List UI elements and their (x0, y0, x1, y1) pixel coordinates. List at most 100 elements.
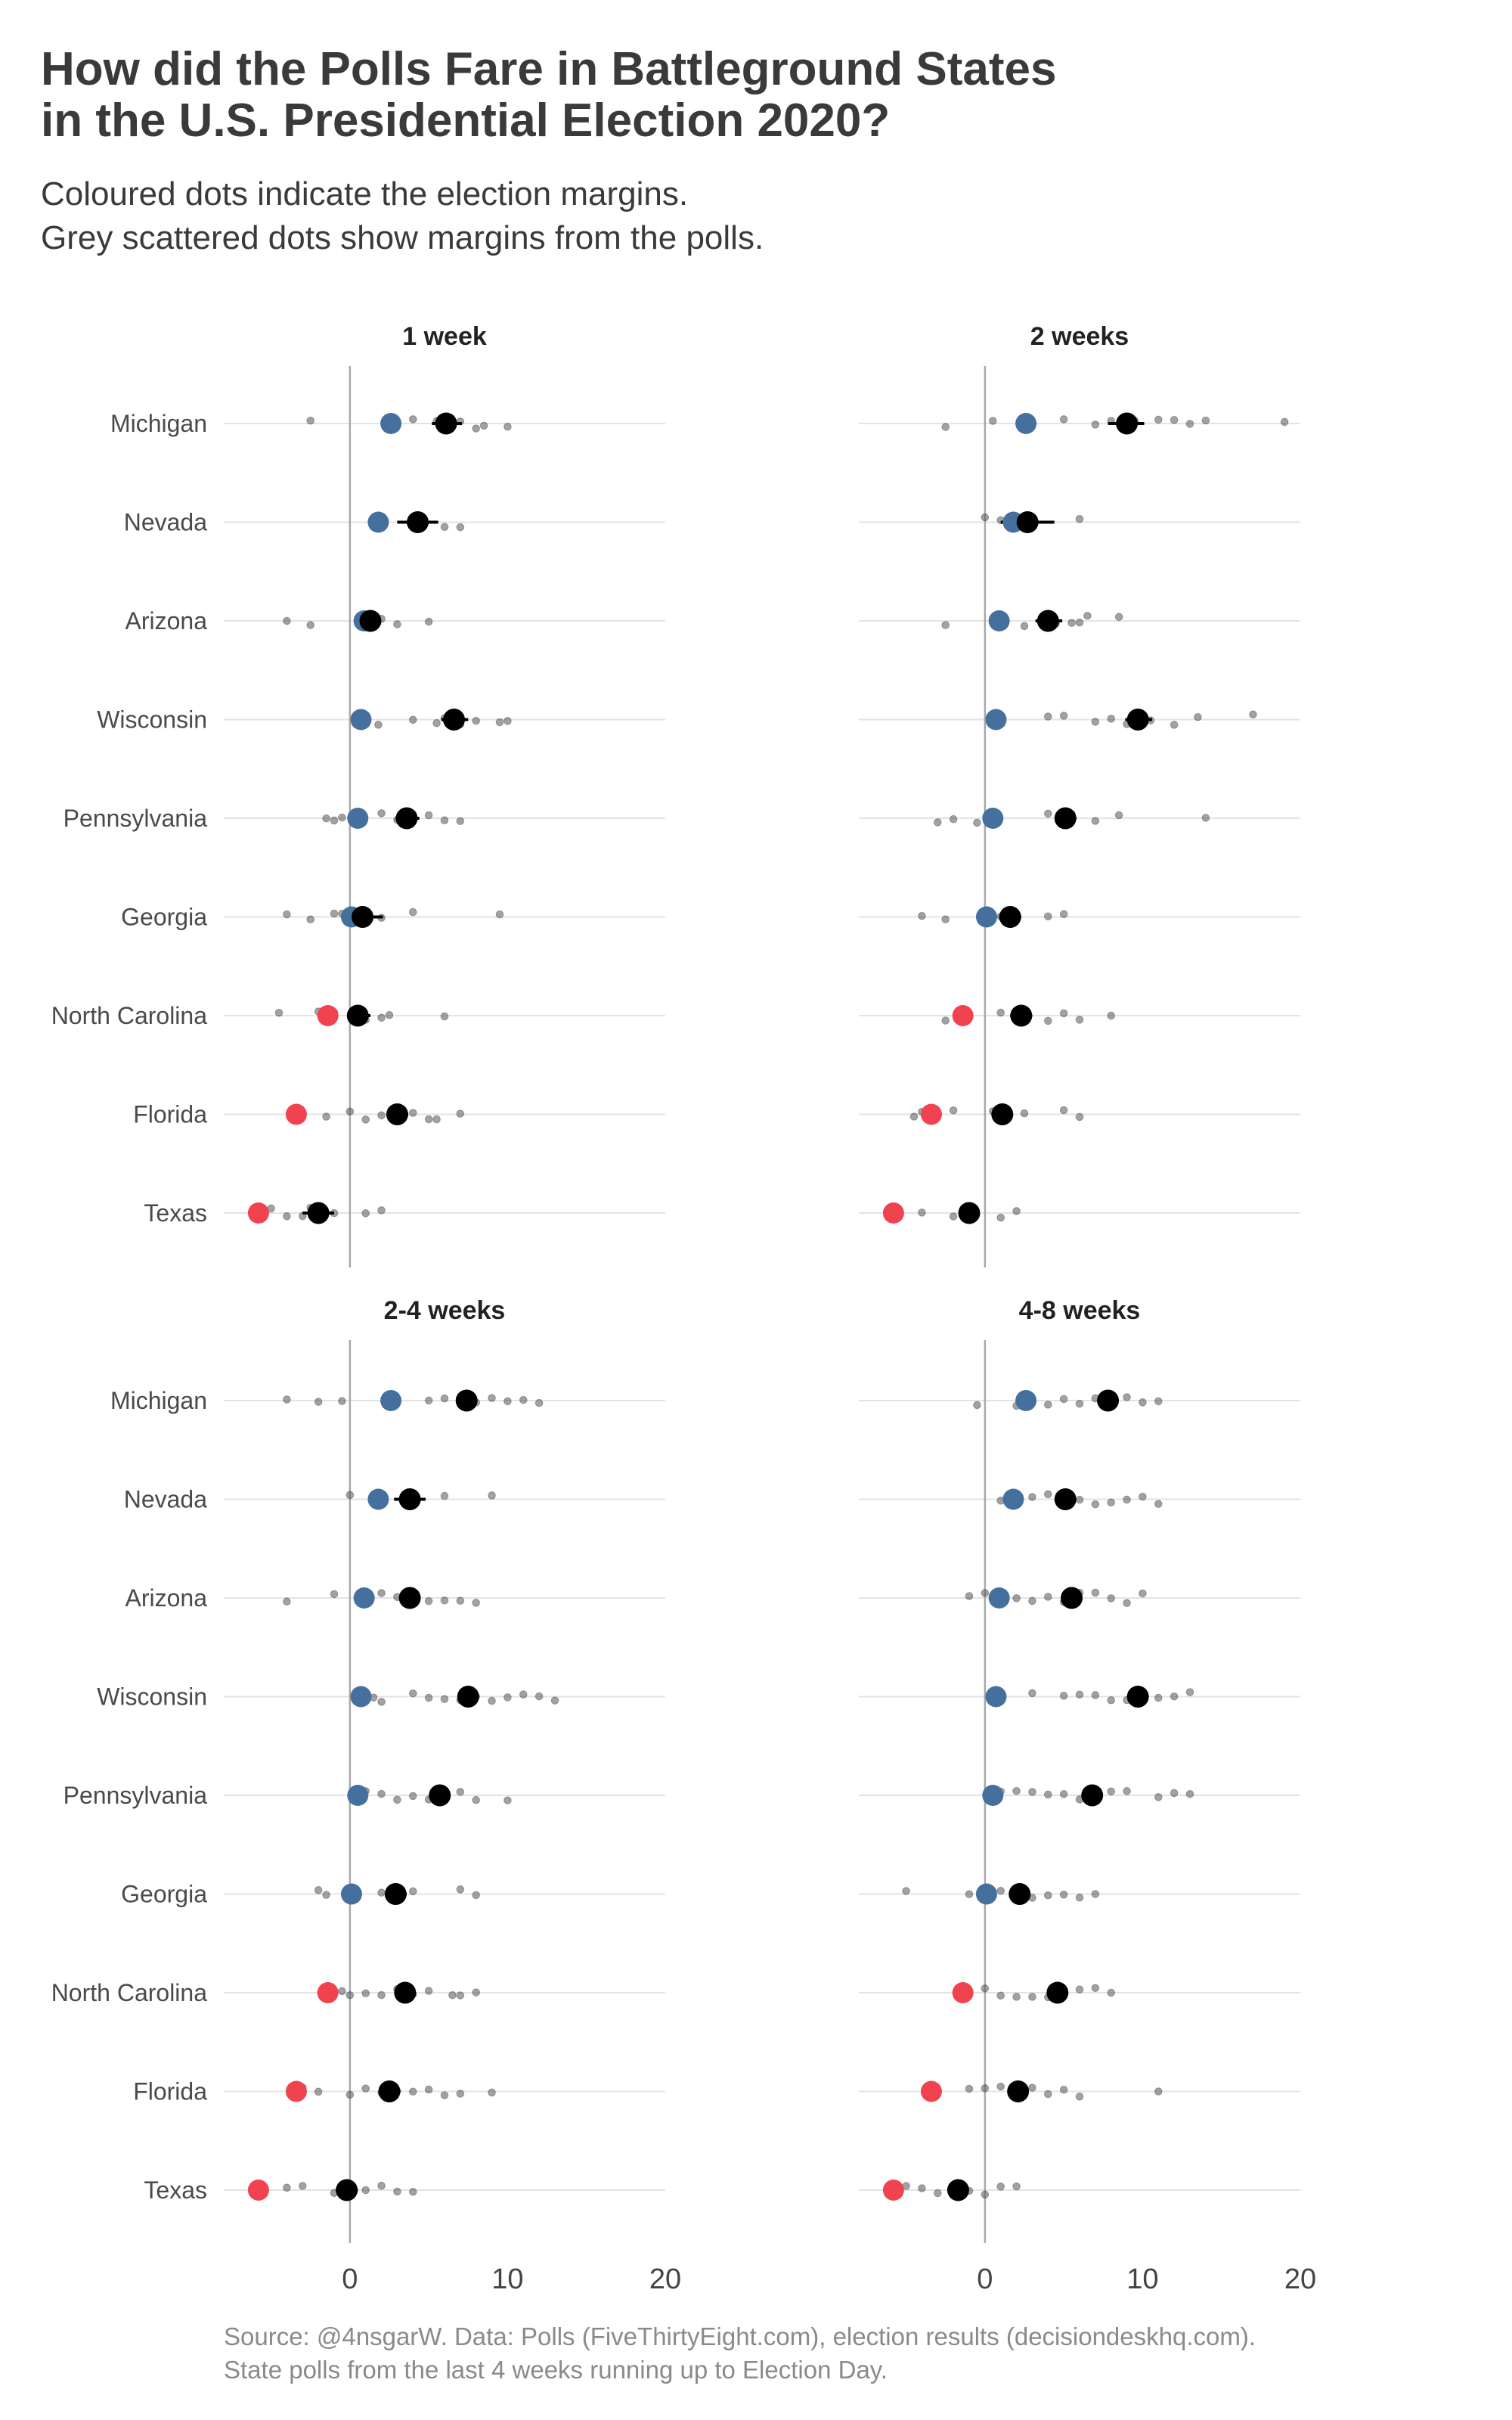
poll-point-florida-4-8-weeks (965, 2084, 974, 2093)
poll-point-pennsylvania-2-weeks (1091, 817, 1100, 825)
poll-point-florida-4-8-weeks (1028, 2083, 1036, 2092)
poll-point-texas-2-weeks (949, 1212, 958, 1221)
poll-avg-point-georgia-4-8-weeks (1009, 1883, 1031, 1905)
result-point-texas-1-week (247, 1202, 269, 1224)
poll-point-texas-2-weeks (918, 1208, 926, 1217)
poll-avg-point-north-carolina-1-week (346, 1004, 369, 1027)
poll-point-pennsylvania-2-4-weeks (393, 1795, 401, 1804)
state-label-pennsylvania-1-week: Pennsylvania (64, 805, 208, 832)
poll-point-texas-2-4-weeks (377, 2181, 386, 2190)
poll-avg-point-north-carolina-2-weeks (1010, 1004, 1033, 1027)
poll-point-georgia-4-8-weeks (1091, 1890, 1100, 1898)
poll-point-florida-1-week (456, 1109, 465, 1118)
poll-point-georgia-1-week (495, 910, 504, 919)
poll-point-wisconsin-1-week (503, 717, 512, 725)
result-point-wisconsin-1-week (350, 709, 372, 731)
poll-point-florida-4-8-weeks (1059, 2085, 1068, 2094)
poll-point-wisconsin-1-week (432, 718, 441, 728)
poll-point-michigan-2-weeks (1201, 416, 1210, 425)
poll-point-wisconsin-2-weeks (1194, 712, 1202, 721)
poll-point-florida-1-week (432, 1115, 441, 1124)
poll-point-michigan-2-4-weeks (440, 1394, 449, 1403)
poll-avg-point-arizona-2-4-weeks (398, 1587, 421, 1609)
poll-point-michigan-4-8-weeks (1059, 1395, 1068, 1404)
poll-point-michigan-2-weeks (1091, 420, 1100, 429)
state-label-michigan-1-week: Michigan (110, 410, 207, 437)
poll-point-michigan-2-weeks (1185, 420, 1194, 428)
poll-point-georgia-2-4-weeks (322, 1891, 330, 1899)
poll-point-texas-1-week (283, 1212, 291, 1221)
poll-point-wisconsin-2-4-weeks (440, 1695, 449, 1703)
poll-point-north-carolina-4-8-weeks (981, 1984, 990, 1993)
x-tick-label-0-4-8-weeks: 0 (977, 2263, 993, 2295)
poll-point-wisconsin-2-4-weeks (488, 1696, 496, 1705)
poll-point-wisconsin-2-4-weeks (550, 1696, 559, 1705)
result-point-arizona-2-weeks (988, 610, 1010, 631)
poll-avg-point-north-carolina-4-8-weeks (1046, 1981, 1069, 2004)
poll-point-north-carolina-1-week (440, 1012, 449, 1021)
poll-avg-point-nevada-4-8-weeks (1054, 1488, 1077, 1510)
poll-point-florida-2-4-weeks (488, 2088, 496, 2097)
poll-point-north-carolina-2-4-weeks (338, 1987, 346, 1996)
poll-point-north-carolina-2-weeks (941, 1016, 950, 1025)
poll-point-wisconsin-2-weeks (1249, 710, 1257, 719)
poll-point-arizona-2-weeks (1114, 613, 1123, 622)
poll-point-texas-1-week (377, 1206, 386, 1215)
poll-point-nevada-4-8-weeks (1028, 1493, 1036, 1501)
poll-point-arizona-2-weeks (1075, 618, 1084, 627)
poll-point-georgia-2-4-weeks (456, 1885, 465, 1894)
poll-point-nevada-2-weeks (981, 513, 990, 522)
poll-point-florida-4-8-weeks (981, 2084, 990, 2093)
poll-point-florida-4-8-weeks (996, 2082, 1005, 2091)
poll-point-pennsylvania-2-weeks (949, 814, 958, 824)
poll-point-florida-2-weeks (1020, 1109, 1029, 1118)
poll-point-texas-4-8-weeks (933, 2189, 942, 2198)
poll-point-florida-1-week (377, 1111, 386, 1120)
poll-point-arizona-4-8-weeks (1043, 1593, 1052, 1601)
poll-point-north-carolina-1-week (274, 1009, 284, 1017)
poll-point-florida-2-4-weeks (361, 2084, 370, 2093)
poll-point-pennsylvania-4-8-weeks (1028, 1788, 1036, 1796)
poll-point-michigan-2-4-weeks (534, 1398, 544, 1407)
poll-point-georgia-1-week (330, 909, 339, 918)
poll-avg-point-texas-2-4-weeks (336, 2179, 358, 2201)
x-tick-label-20-2-4-weeks: 20 (649, 2263, 681, 2295)
poll-avg-point-wisconsin-2-4-weeks (457, 1686, 479, 1708)
panel-title-2-4-weeks: 2-4 weeks (384, 1296, 506, 1325)
poll-point-wisconsin-2-weeks (1170, 721, 1179, 729)
poll-point-florida-1-week (322, 1112, 330, 1121)
x-tick-label-0-2-4-weeks: 0 (342, 2263, 358, 2295)
chart-subtitle-line-1: Coloured dots indicate the election marg… (41, 175, 689, 213)
poll-point-georgia-2-weeks (941, 915, 950, 923)
poll-point-nevada-1-week (440, 523, 449, 532)
poll-point-nevada-4-8-weeks (1107, 1498, 1116, 1507)
poll-point-georgia-2-weeks (1043, 912, 1052, 921)
poll-point-north-carolina-1-week (377, 1013, 386, 1022)
state-label-florida-2-4-weeks: Florida (133, 2078, 207, 2105)
poll-point-georgia-2-weeks (918, 911, 926, 920)
poll-avg-point-pennsylvania-1-week (395, 807, 418, 830)
poll-avg-point-arizona-4-8-weeks (1061, 1587, 1083, 1609)
poll-point-arizona-4-8-weeks (1012, 1594, 1021, 1602)
poll-point-pennsylvania-4-8-weeks (1012, 1786, 1021, 1795)
poll-point-florida-1-week (424, 1115, 433, 1124)
poll-point-texas-2-weeks (996, 1213, 1005, 1222)
poll-point-michigan-1-week (472, 424, 481, 433)
poll-point-texas-2-4-weeks (408, 2187, 417, 2196)
result-point-texas-2-4-weeks (247, 2180, 269, 2201)
state-label-georgia-1-week: Georgia (121, 904, 207, 931)
poll-avg-point-arizona-2-weeks (1036, 610, 1059, 632)
result-point-georgia-4-8-weeks (975, 1883, 997, 1905)
poll-point-arizona-2-weeks (1067, 619, 1076, 627)
poll-point-michigan-1-week (408, 415, 417, 424)
poll-point-georgia-1-week (306, 915, 315, 924)
chart-caption: Source: @4nsgarW. Data: Polls (FiveThirt… (224, 2320, 1494, 2387)
poll-point-florida-4-8-weeks (1154, 2087, 1163, 2096)
poll-point-michigan-2-4-weeks (314, 1398, 323, 1406)
poll-point-wisconsin-2-4-weeks (408, 1689, 417, 1698)
poll-point-michigan-4-8-weeks (1075, 1399, 1084, 1408)
poll-point-georgia-2-4-weeks (314, 1886, 323, 1894)
result-point-michigan-2-weeks (1015, 413, 1037, 434)
poll-point-wisconsin-1-week (408, 715, 417, 724)
